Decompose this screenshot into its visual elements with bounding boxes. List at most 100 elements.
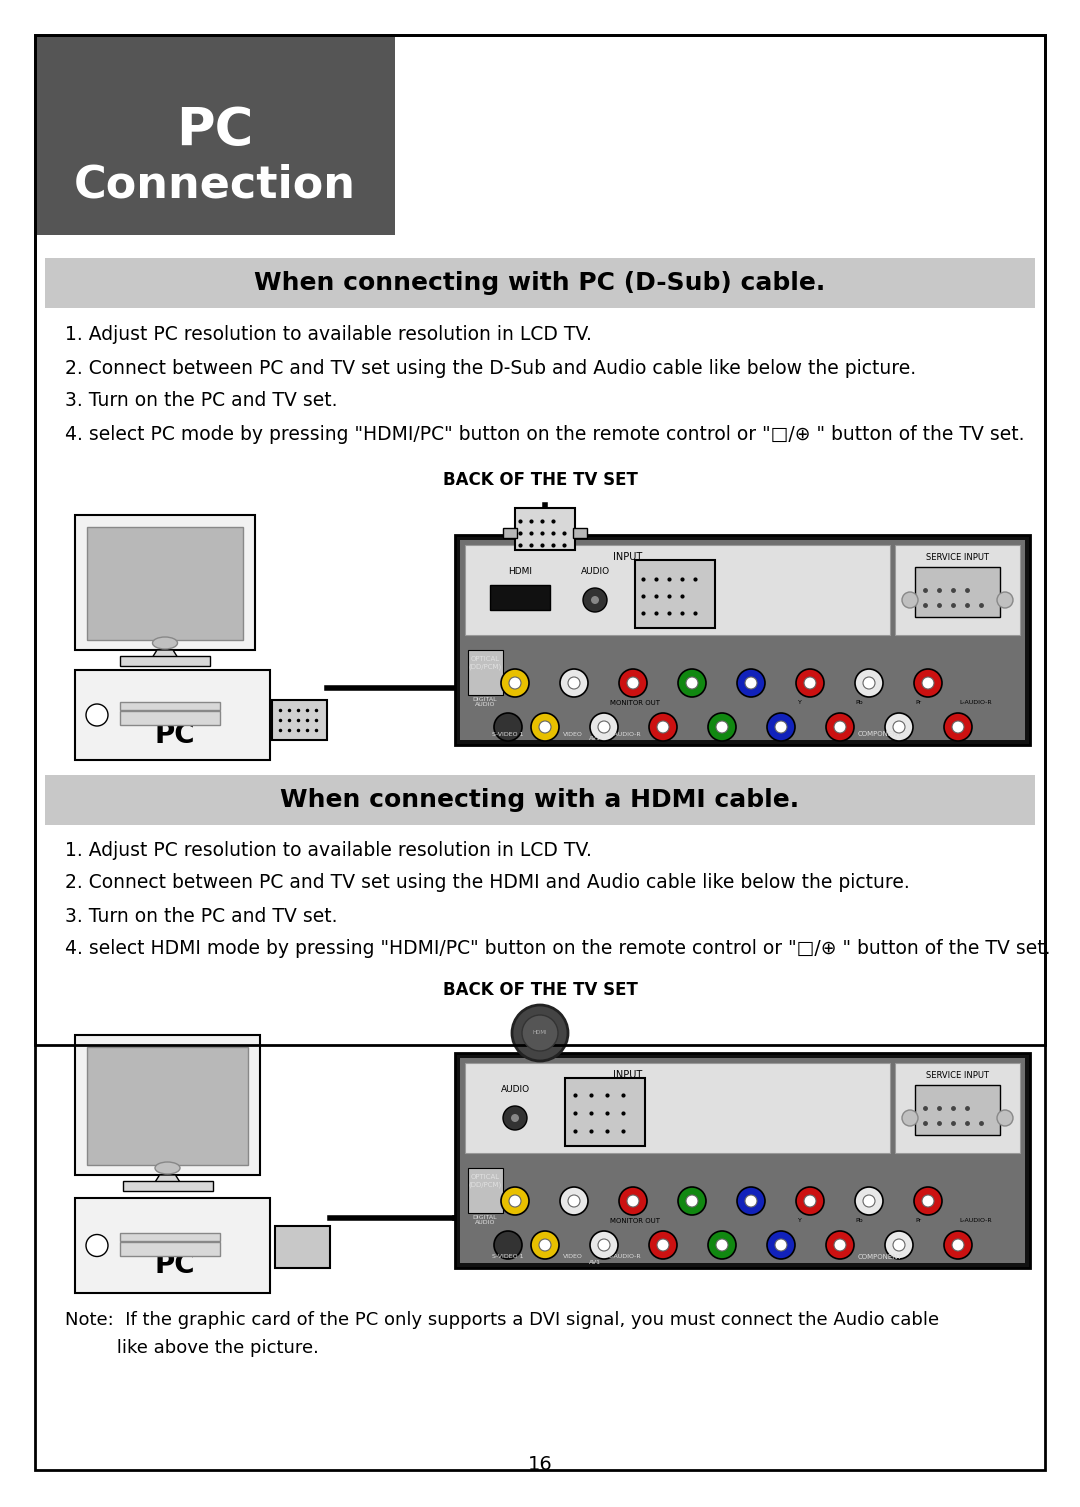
Bar bbox=[120, 656, 210, 666]
Text: OPTICAL
(DD/PCM): OPTICAL (DD/PCM) bbox=[469, 656, 501, 669]
Text: AUDIO: AUDIO bbox=[500, 1085, 529, 1094]
Text: Y: Y bbox=[798, 1218, 802, 1222]
Text: When connecting with a HDMI cable.: When connecting with a HDMI cable. bbox=[281, 788, 799, 812]
Circle shape bbox=[885, 713, 913, 741]
Text: PC: PC bbox=[176, 105, 254, 157]
Bar bbox=[75, 671, 270, 760]
Circle shape bbox=[775, 1239, 787, 1251]
Bar bbox=[120, 1233, 220, 1240]
Text: AUDIO: AUDIO bbox=[580, 567, 609, 576]
Text: COMPONENT: COMPONENT bbox=[858, 731, 903, 737]
Text: L-AUDIO-R: L-AUDIO-R bbox=[609, 1254, 642, 1260]
Circle shape bbox=[767, 1231, 795, 1258]
Circle shape bbox=[767, 713, 795, 741]
Ellipse shape bbox=[152, 637, 177, 650]
Text: PC: PC bbox=[599, 1085, 611, 1094]
Circle shape bbox=[501, 1188, 529, 1215]
Circle shape bbox=[583, 588, 607, 612]
Circle shape bbox=[708, 1231, 735, 1258]
Text: 16: 16 bbox=[528, 1456, 552, 1474]
Bar bbox=[122, 1181, 213, 1191]
Circle shape bbox=[951, 720, 964, 732]
Circle shape bbox=[737, 1188, 765, 1215]
Bar bbox=[490, 585, 550, 610]
Bar bbox=[565, 1078, 645, 1145]
Circle shape bbox=[657, 1239, 669, 1251]
Circle shape bbox=[826, 713, 854, 741]
Circle shape bbox=[745, 1195, 757, 1207]
Text: 2. Connect between PC and TV set using the D-Sub and Audio cable like below the : 2. Connect between PC and TV set using t… bbox=[65, 359, 916, 377]
Text: 3. Turn on the PC and TV set.: 3. Turn on the PC and TV set. bbox=[65, 907, 337, 925]
Circle shape bbox=[539, 1239, 551, 1251]
Circle shape bbox=[834, 1239, 846, 1251]
Text: AV1: AV1 bbox=[589, 1260, 600, 1264]
Circle shape bbox=[619, 1188, 647, 1215]
Bar bbox=[915, 1085, 1000, 1135]
Polygon shape bbox=[147, 650, 183, 666]
Circle shape bbox=[678, 669, 706, 698]
Text: DIGITAL
AUDIO: DIGITAL AUDIO bbox=[473, 1215, 497, 1225]
Text: 4. select PC mode by pressing "HDMI/PC" button on the remote control or "□/⊕ " b: 4. select PC mode by pressing "HDMI/PC" … bbox=[65, 425, 1025, 443]
Circle shape bbox=[598, 720, 610, 732]
Circle shape bbox=[686, 1195, 698, 1207]
Bar bbox=[455, 1053, 1030, 1267]
Circle shape bbox=[522, 1016, 558, 1050]
Circle shape bbox=[561, 669, 588, 698]
Circle shape bbox=[561, 1188, 588, 1215]
Circle shape bbox=[826, 1231, 854, 1258]
Bar bbox=[465, 546, 890, 634]
Bar bbox=[87, 527, 243, 640]
Circle shape bbox=[914, 1188, 942, 1215]
Circle shape bbox=[598, 1239, 610, 1251]
Circle shape bbox=[716, 720, 728, 732]
Circle shape bbox=[855, 1188, 883, 1215]
Circle shape bbox=[86, 704, 108, 726]
Bar bbox=[45, 775, 1035, 824]
Text: Note:  If the graphic card of the PC only supports a DVI signal, you must connec: Note: If the graphic card of the PC only… bbox=[65, 1311, 940, 1329]
Bar bbox=[895, 1062, 1020, 1153]
Circle shape bbox=[678, 1188, 706, 1215]
Bar bbox=[635, 561, 715, 628]
Bar bbox=[75, 1035, 260, 1175]
Bar bbox=[460, 540, 1025, 740]
Circle shape bbox=[512, 1005, 568, 1061]
Circle shape bbox=[716, 1239, 728, 1251]
Text: OPTICAL
(DD/PCM): OPTICAL (DD/PCM) bbox=[469, 1174, 501, 1188]
Text: MONITOR OUT: MONITOR OUT bbox=[610, 699, 660, 705]
Text: BACK OF THE TV SET: BACK OF THE TV SET bbox=[443, 981, 637, 999]
Circle shape bbox=[590, 713, 618, 741]
Circle shape bbox=[893, 720, 905, 732]
Circle shape bbox=[539, 720, 551, 732]
Text: VIDEO: VIDEO bbox=[563, 1254, 583, 1260]
Circle shape bbox=[494, 713, 522, 741]
Circle shape bbox=[997, 592, 1013, 607]
Circle shape bbox=[804, 1195, 816, 1207]
Text: L-AUDIO-R: L-AUDIO-R bbox=[960, 1218, 993, 1222]
Bar bbox=[455, 535, 1030, 744]
Text: like above the picture.: like above the picture. bbox=[65, 1340, 319, 1356]
Text: BACK OF THE TV SET: BACK OF THE TV SET bbox=[443, 472, 637, 488]
Circle shape bbox=[509, 677, 521, 689]
Circle shape bbox=[893, 1239, 905, 1251]
Circle shape bbox=[796, 1188, 824, 1215]
Circle shape bbox=[914, 669, 942, 698]
Polygon shape bbox=[149, 1175, 186, 1191]
Bar bbox=[460, 1058, 1025, 1263]
Bar bbox=[87, 1047, 248, 1165]
Bar bbox=[465, 1062, 890, 1153]
Text: S-VIDEO 1: S-VIDEO 1 bbox=[492, 731, 524, 737]
Text: 1. Adjust PC resolution to available resolution in LCD TV.: 1. Adjust PC resolution to available res… bbox=[65, 326, 592, 345]
Text: 2. Connect between PC and TV set using the HDMI and Audio cable like below the p: 2. Connect between PC and TV set using t… bbox=[65, 874, 909, 892]
Bar bbox=[35, 35, 395, 235]
Text: SERVICE INPUT: SERVICE INPUT bbox=[926, 553, 989, 562]
Text: PC: PC bbox=[154, 720, 195, 749]
Text: DIGITAL
AUDIO: DIGITAL AUDIO bbox=[473, 696, 497, 707]
Bar bbox=[915, 567, 1000, 616]
Circle shape bbox=[686, 677, 698, 689]
Circle shape bbox=[922, 1195, 934, 1207]
Text: S-VIDEO 1: S-VIDEO 1 bbox=[492, 1254, 524, 1260]
Text: INPUT: INPUT bbox=[612, 552, 643, 562]
Text: When connecting with PC (D-Sub) cable.: When connecting with PC (D-Sub) cable. bbox=[255, 271, 825, 295]
Circle shape bbox=[531, 713, 559, 741]
Text: Pr: Pr bbox=[915, 1218, 921, 1222]
